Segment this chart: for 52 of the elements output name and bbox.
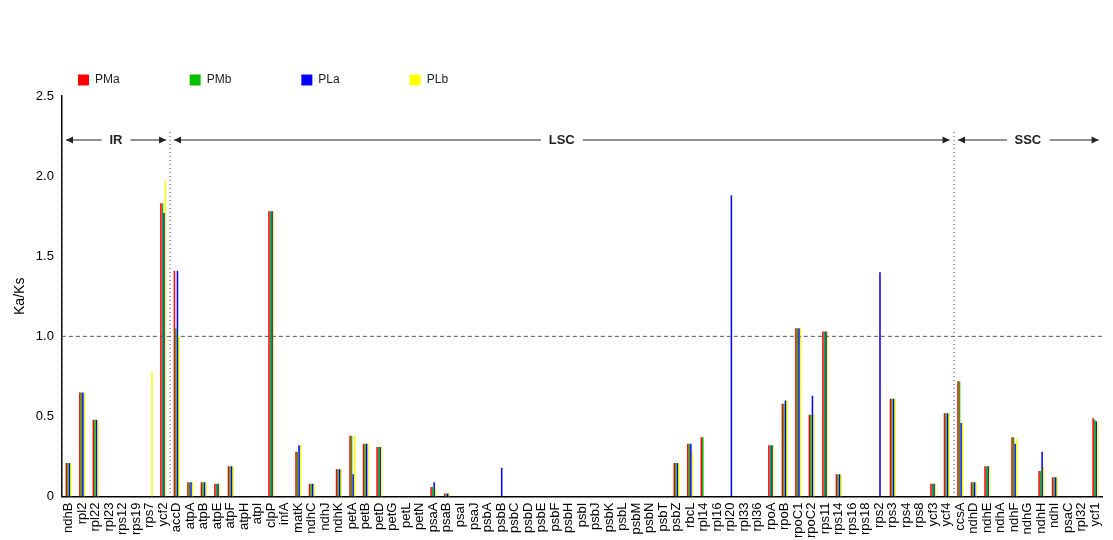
- x-tick-label: psbT: [654, 502, 670, 532]
- annotation: IR: [109, 131, 124, 147]
- x-tick-label: ndhJ: [316, 502, 332, 531]
- x-tick-label: psbI: [573, 502, 589, 528]
- x-tick-label: rps2: [870, 502, 886, 528]
- x-tick-label: rpl22: [87, 502, 103, 532]
- x-tick-label: ndhK: [330, 502, 346, 533]
- y-tick-label: 0.5: [35, 408, 54, 424]
- x-tick-label: psaC: [1059, 502, 1075, 533]
- x-tick-label: petA: [343, 502, 359, 530]
- x-tick-label: atpA: [181, 502, 197, 530]
- annotation: SSC: [1014, 131, 1042, 147]
- annotation: LSC: [548, 131, 576, 147]
- x-tick-label: rpl36: [749, 502, 765, 532]
- x-tick-label: rpl2: [73, 502, 89, 525]
- x-tick-label: psbJ: [587, 502, 603, 531]
- x-tick-label: ndhB: [60, 502, 76, 533]
- x-tick-label: psbE: [533, 502, 549, 533]
- x-tick-label: psbH: [560, 502, 576, 533]
- x-tick-label: rpl20: [722, 502, 738, 532]
- x-tick-label: ndhC: [303, 502, 319, 534]
- x-tick-label: ndhH: [1032, 502, 1048, 534]
- x-tick-label: psbL: [614, 502, 630, 531]
- x-tick-label: ndhE: [978, 502, 994, 533]
- legend-label: PMa: [95, 72, 120, 87]
- x-tick-label: matK: [289, 502, 305, 533]
- y-tick-label: 1.5: [35, 247, 54, 263]
- x-tick-label: psbN: [641, 502, 657, 533]
- y-tick-label: 2.5: [35, 87, 54, 103]
- legend-label: PLa: [318, 72, 341, 87]
- legend-label: PLb: [426, 72, 449, 87]
- x-tick-label: ndhD: [965, 502, 981, 534]
- y-axis-title: Ka/Ks: [11, 277, 28, 315]
- x-tick-label: ndhG: [1019, 502, 1035, 535]
- y-tick-label: 0: [46, 488, 54, 504]
- x-tick-label: rps7: [141, 502, 157, 528]
- x-tick-label: ndhA: [992, 502, 1008, 533]
- legend-label: PMb: [206, 72, 232, 87]
- x-tick-label: petL: [397, 502, 413, 528]
- x-tick-label: psbC: [506, 502, 522, 533]
- x-tick-label: rpl32: [1073, 502, 1089, 532]
- y-tick-label: 1.0: [35, 327, 54, 343]
- x-tick-label: psbZ: [668, 502, 684, 532]
- x-tick-label: ndhF: [1005, 502, 1021, 533]
- y-tick-label: 2.0: [35, 167, 54, 183]
- x-tick-label: ndhI: [1046, 502, 1062, 528]
- x-tick-label: infA: [276, 502, 292, 525]
- x-tick-label: rbcL: [681, 502, 697, 528]
- x-tick-label: rpl14: [695, 502, 711, 532]
- x-tick-label: psaI: [452, 502, 467, 528]
- x-tick-label: ycf4: [938, 502, 954, 527]
- x-tick-label: psbA: [479, 502, 495, 533]
